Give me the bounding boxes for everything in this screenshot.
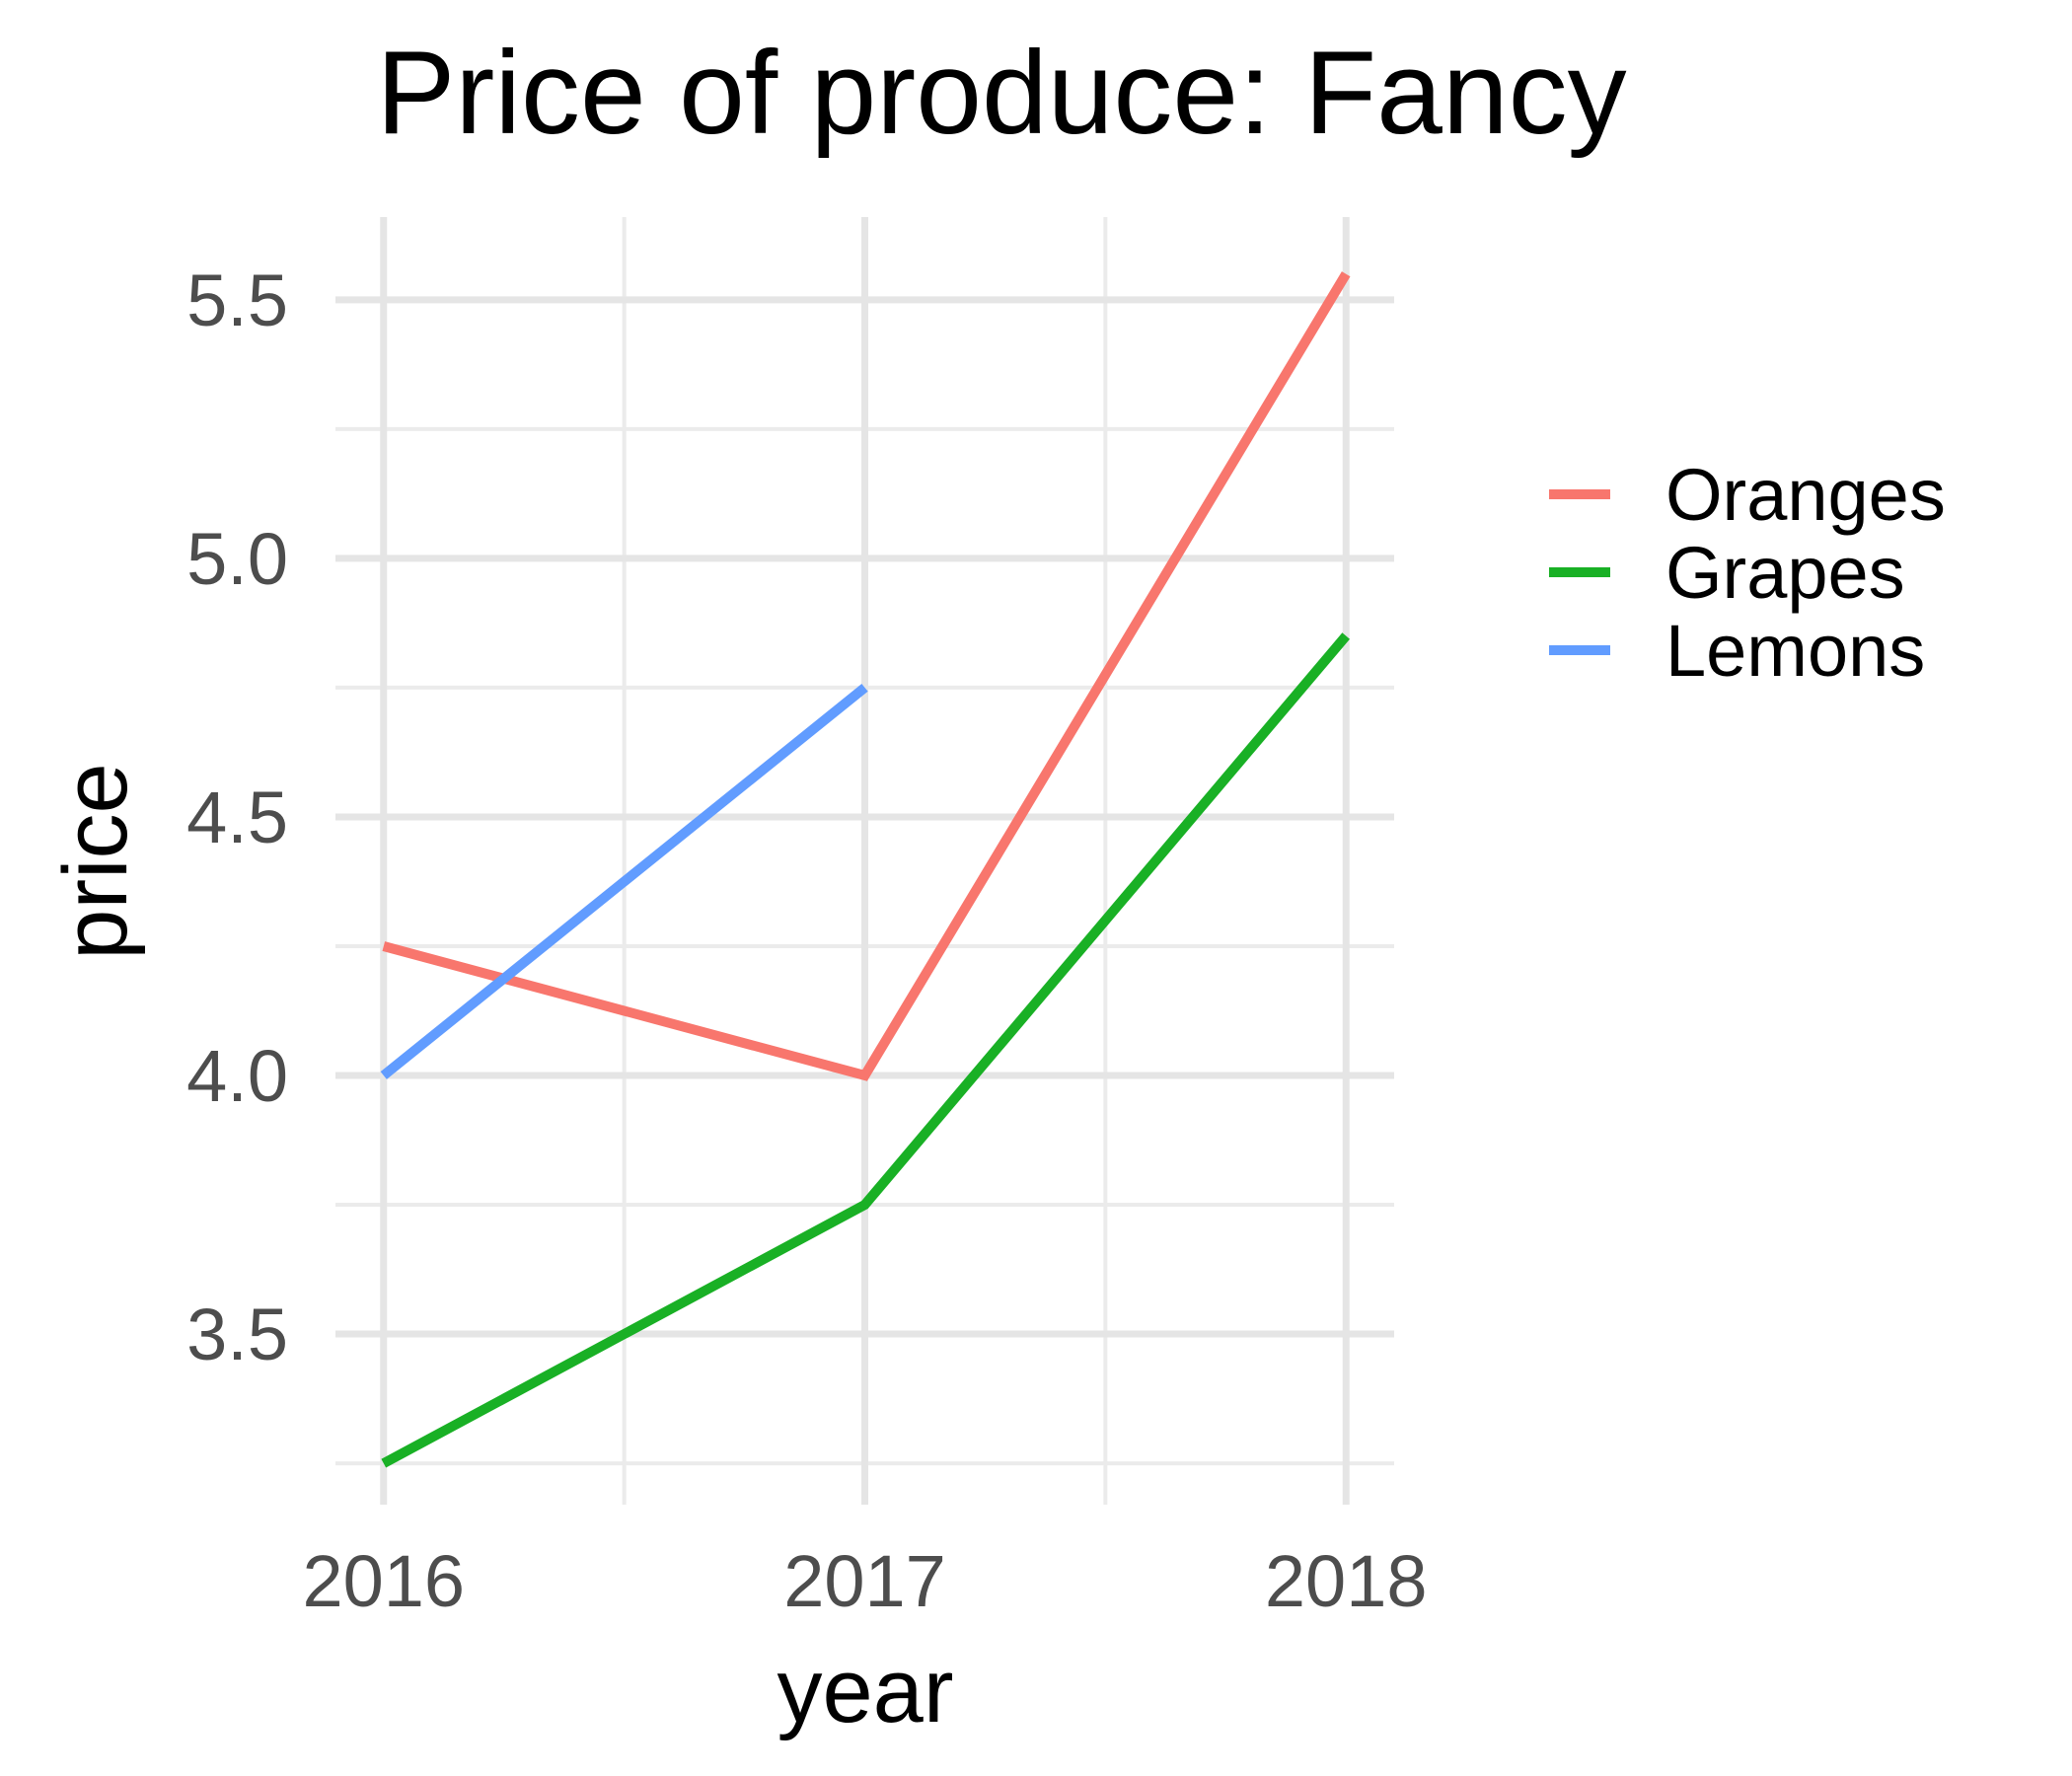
- y-tick-label: 4.0: [186, 1035, 288, 1117]
- series-line-grapes: [381, 632, 1351, 1468]
- y-axis-title: price: [45, 763, 146, 959]
- series-line-lemons: [380, 684, 868, 1079]
- legend-label-lemons: Lemons: [1665, 610, 1925, 692]
- y-tick-label: 3.5: [186, 1294, 288, 1375]
- y-tick-label: 4.5: [186, 777, 288, 858]
- grid: [335, 217, 1394, 1505]
- y-tick-label: 5.0: [186, 518, 288, 600]
- series-line-oranges: [382, 271, 1351, 1081]
- legend-label-oranges: Oranges: [1665, 454, 1946, 536]
- y-tick-label: 5.5: [186, 259, 288, 341]
- tick-labels: 3.5 4.0 4.5 5.0 5.5 2016 2017 2018: [186, 259, 1427, 1622]
- legend-label-grapes: Grapes: [1665, 532, 1905, 614]
- chart-title: Price of produce: Fancy: [376, 27, 1626, 159]
- x-tick-label: 2017: [783, 1540, 946, 1622]
- series-lines: [380, 271, 1351, 1468]
- x-tick-label: 2016: [302, 1540, 465, 1622]
- x-axis-title: year: [777, 1641, 954, 1741]
- x-tick-label: 2018: [1265, 1540, 1428, 1622]
